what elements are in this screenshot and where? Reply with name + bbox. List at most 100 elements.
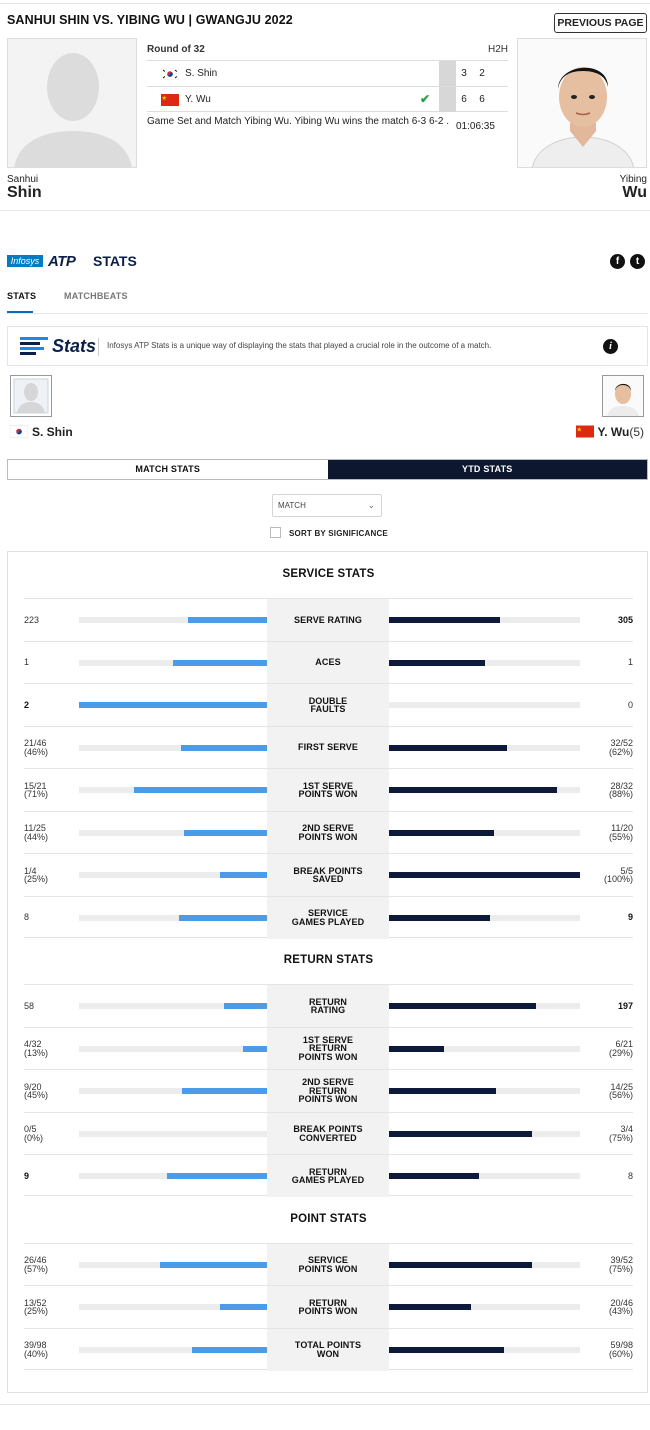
ytd-stats-toggle[interactable]: YTD STATS [327,460,647,479]
match-summary: Game Set and Match Yibing Wu. Yibing Wu … [147,116,450,127]
stat-row: 0/5 (0%) BREAK POINTS CONVERTED 3/4 (75%) [24,1111,633,1155]
serve-indicator [439,61,456,86]
china-flag-icon [161,94,179,106]
stat-label: FIRST SERVE [267,726,389,769]
stat-label: RETURN POINTS WON [267,1286,389,1328]
left-bar-track [79,787,267,793]
player2-set2: 6 [479,94,485,105]
match-stats-toggle[interactable]: MATCH STATS [8,460,328,479]
section-title: RETURN STATS [283,954,374,966]
left-player-value: 4/32 (13%) [24,1028,48,1070]
right-player-value: 32/52 (62%) [609,727,633,769]
facebook-icon[interactable]: f [610,254,625,269]
stat-row: 13/52 (25%) RETURN POINTS WON 20/46 (43%) [24,1285,633,1328]
right-value-percent: (88%) [608,789,633,799]
sort-by-significance-checkbox[interactable] [270,527,281,538]
right-value-percent: (100%) [603,874,633,884]
score-player1-name[interactable]: S. Shin [185,68,218,79]
right-bar-fill [389,617,500,623]
stat-label: 1ST SERVE POINTS WON [267,769,389,811]
previous-page-button[interactable]: PREVIOUS PAGE [554,13,647,33]
right-bar-track [389,744,580,751]
h2h-link[interactable]: H2H [487,44,508,55]
right-player-value: 59/98 (60%) [609,1329,633,1371]
right-value-main: 59/98 [610,1340,633,1350]
right-value-main: 11/20 [611,823,633,833]
right-bar-track [389,1130,580,1137]
right-value-main: 14/25 [610,1081,633,1092]
player-photo-left [7,38,137,168]
stats-scope-select[interactable]: MATCH ⌄ [272,494,382,517]
right-player-value: 8 [628,1155,633,1197]
right-player-value: 14/25 (56%) [609,1070,633,1112]
left-player-value: 1 [24,642,29,684]
page-bottom-divider [0,1404,650,1405]
right-player-value: 5/5 (100%) [604,854,633,896]
left-bar-fill [242,1045,267,1052]
player-name-left[interactable]: S. Shin [10,425,73,439]
left-player-value: 223 [24,599,39,641]
left-value-percent: (46%) [24,746,49,757]
stat-row: 4/32 (13%) 1ST SERVE RETURN POINTS WON 6/21… [24,1026,633,1070]
left-value-main: 11/25 [24,823,46,833]
stats-mode-toggle: MATCH STATS YTD STATS [7,459,648,480]
left-value-percent: (45%) [24,1090,49,1100]
right-bar-fill [389,1130,533,1137]
left-bar-fill [167,1173,267,1179]
score-player2-name[interactable]: Y. Wu [185,94,211,105]
left-bar-track [79,1304,267,1310]
player-last-name-left[interactable]: Shin [7,184,42,201]
info-icon[interactable]: i [603,339,618,354]
right-bar-track [389,1088,580,1094]
right-bar-fill [389,659,485,666]
player-headshot [603,376,643,416]
score-row-player1: S. Shin 3 2 [147,60,508,86]
left-player-value: 9/20 (45%) [24,1070,48,1112]
right-value-main: 305 [617,614,633,625]
twitter-icon[interactable]: t [630,254,645,269]
stat-label: BREAK POINTS SAVED [267,854,389,896]
left-value-main: 13/52 [24,1297,47,1308]
right-bar-track [389,1045,580,1052]
right-player-value: 3/4 (75%) [609,1113,633,1155]
player-name-left-text: S. Shin [32,425,73,439]
stat-row: 8 SERVICE GAMES PLAYED 9 [24,895,633,939]
stat-label: TOTAL POINTS WON [267,1328,389,1371]
right-value-main: 5/5 [620,865,633,876]
right-value-main: 39/52 [610,1255,633,1265]
match-duration: 01:06:35 [456,121,495,132]
left-bar-fill [173,659,267,666]
player-headshot [518,39,646,167]
stat-row: 26/46 (57%) SERVICE POINTS WON 39/52 (75%) [24,1242,633,1286]
right-bar-fill [389,914,491,921]
left-bar-track [79,1346,267,1353]
left-bar-fill [159,1261,267,1268]
left-bar-fill [182,1088,267,1094]
player2-set1: 6 [461,94,467,105]
left-value-main: 39/98 [24,1340,47,1350]
stat-label-text: 2ND SERVE RETURN POINTS WON [298,1077,358,1105]
stat-label-text: DOUBLE FAULTS [308,695,348,714]
stat-label: SERVE RATING [267,599,389,641]
left-value-main: 223 [24,614,40,625]
left-value-main: 58 [24,1000,35,1011]
left-value-main: 2 [24,699,30,710]
right-player-value: 197 [618,985,633,1027]
tab-stats[interactable]: STATS [7,291,37,301]
right-value-main: 3/4 [620,1124,633,1134]
player-thumb-left [10,375,52,417]
stat-label-text: RETURN RATING [308,996,348,1015]
left-value-percent: (25%) [24,874,49,884]
stat-label-text: SERVE RATING [294,614,362,625]
right-value-main: 8 [627,1170,633,1181]
right-value-percent: (43%) [608,1306,633,1316]
stat-label-text: BREAK POINTS CONVERTED [293,1124,363,1143]
player-name-right[interactable]: Y. Wu(5) [575,425,644,439]
player-last-name-right[interactable]: Wu [622,184,647,201]
left-bar-fill [223,1003,267,1009]
tab-matchbeats[interactable]: MATCHBEATS [64,291,128,301]
left-value-percent: (57%) [24,1263,49,1274]
right-bar-track [389,1003,580,1009]
stat-label-text: 1ST SERVE POINTS WON [298,780,358,799]
player1-set1: 3 [461,68,467,79]
